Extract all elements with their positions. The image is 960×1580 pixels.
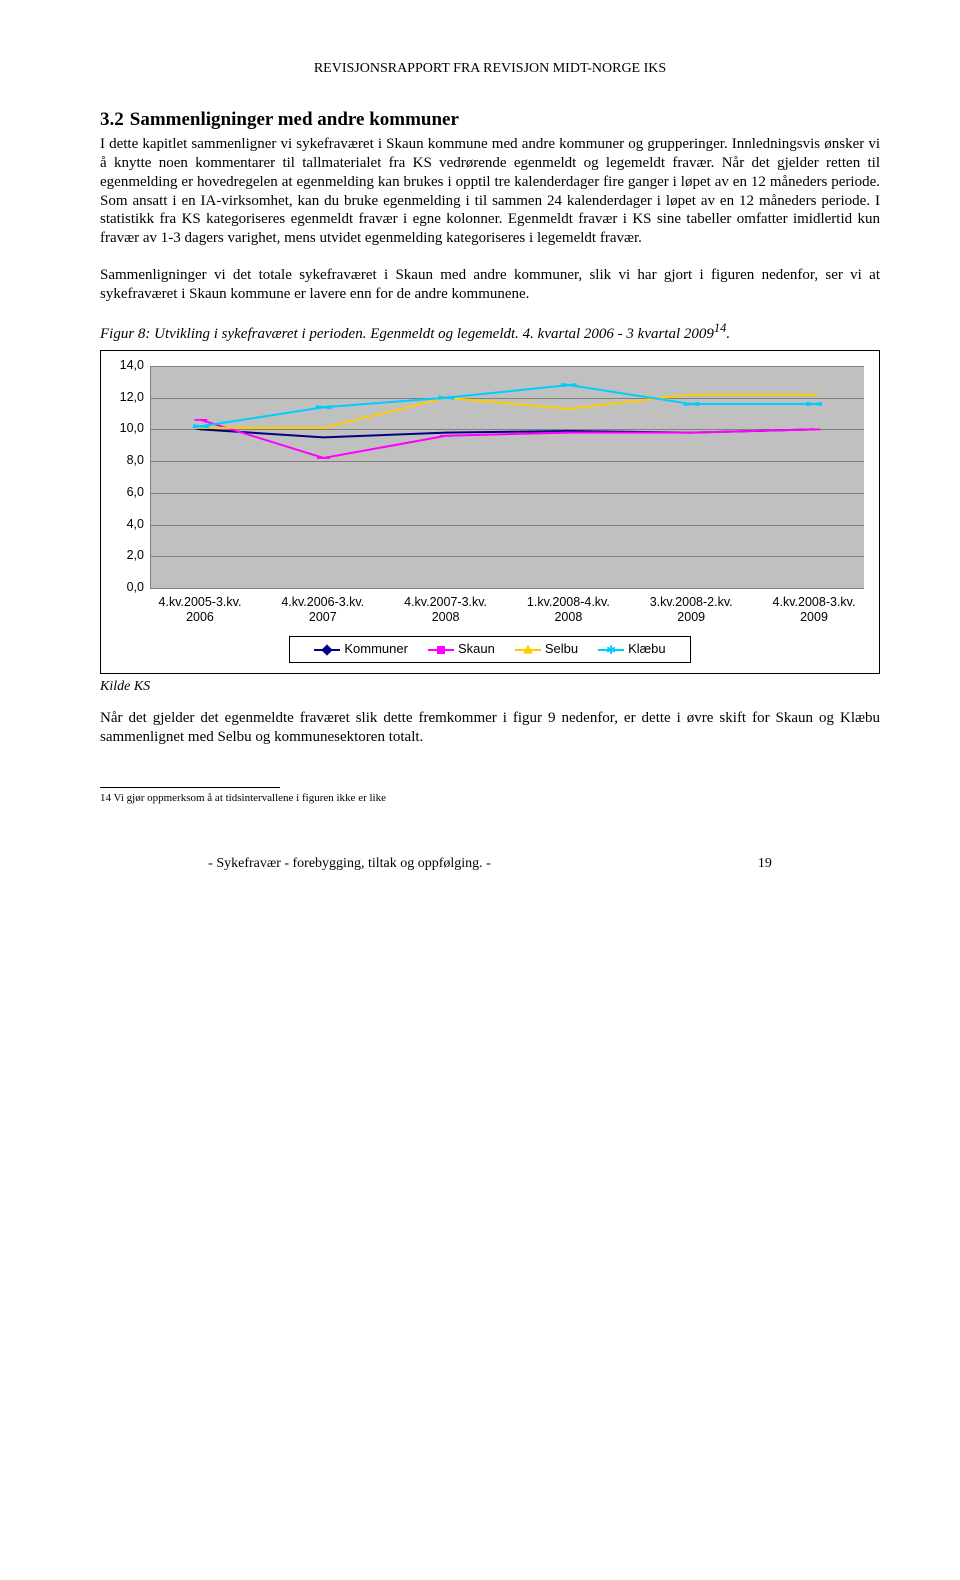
footnote-14: 14 Vi gjør oppmerksom å at tidsintervall… [100, 792, 880, 806]
figure-8-chart: 0,0 2,0 4,0 6,0 8,0 10,0 12,0 14,0 4.kv.2005-3.k… [100, 350, 880, 674]
legend-item: ✱Klæbu [598, 641, 666, 657]
y-axis-label: 14,0 [112, 358, 144, 374]
y-axis-label: 0,0 [112, 580, 144, 596]
y-axis-label: 6,0 [112, 485, 144, 501]
section-number: 3.2 [100, 109, 124, 130]
x-axis-label: 4.kv.2006-3.kv.2007 [265, 595, 381, 626]
paragraph-1: I dette kapitlet sammenligner vi sykefra… [100, 135, 880, 248]
x-axis-label: 1.kv.2008-4.kv.2008 [510, 595, 626, 626]
legend-item: Skaun [428, 641, 495, 657]
x-axis-label: 3.kv.2008-2.kv.2009 [633, 595, 749, 626]
triangle-icon [523, 645, 533, 654]
figure-caption: Figur 8: Utvikling i sykefraværet i peri… [100, 321, 880, 344]
footnote-separator [100, 787, 280, 788]
x-axis-label: 4.kv.2005-3.kv.2006 [142, 595, 258, 626]
chart-legend: Kommuner Skaun Selbu ✱Klæbu [116, 636, 864, 663]
page-footer: - Sykefravær - forebygging, tiltak og op… [100, 855, 880, 873]
x-axis-label: 4.kv.2008-3.kv.2009 [756, 595, 872, 626]
legend-item: Kommuner [314, 641, 408, 657]
y-axis-label: 4,0 [112, 517, 144, 533]
report-header: REVISJONSRAPPORT FRA REVISJON MIDT-NORGE… [100, 60, 880, 78]
y-axis-label: 8,0 [112, 453, 144, 469]
section-title: Sammenligninger med andre kommuner [130, 109, 459, 130]
figure-source: Kilde KS [100, 678, 880, 696]
square-icon [437, 646, 445, 654]
paragraph-2: Sammenligninger vi det totale sykefravær… [100, 266, 880, 304]
x-axis-label: 4.kv.2007-3.kv.2008 [388, 595, 504, 626]
y-axis-label: 10,0 [112, 422, 144, 438]
paragraph-3: Når det gjelder det egenmeldte fraværet … [100, 709, 880, 747]
diamond-icon [322, 644, 333, 655]
y-axis-label: 2,0 [112, 548, 144, 564]
y-axis-label: 12,0 [112, 390, 144, 406]
legend-item: Selbu [515, 641, 578, 657]
section-heading: 3.2 Sammenligninger med andre kommuner [100, 108, 880, 132]
